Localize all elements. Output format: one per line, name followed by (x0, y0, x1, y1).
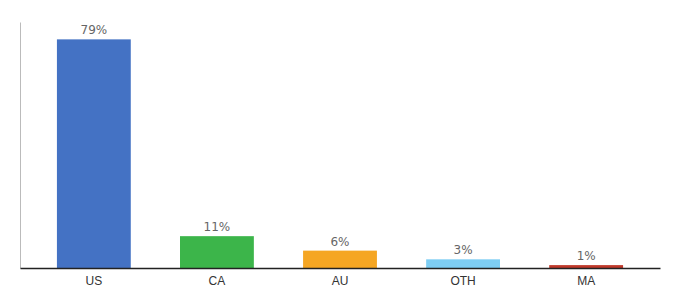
bar (57, 39, 131, 268)
x-tick-label: AU (332, 274, 349, 288)
x-tick: OTH (450, 274, 475, 288)
data-label: 1% (577, 249, 596, 263)
x-axis: US CA AU OTH MA (21, 269, 661, 288)
x-tick: CA (209, 274, 226, 288)
x-tick-label: CA (209, 274, 226, 288)
data-label: 6% (330, 235, 349, 249)
data-label: 3% (454, 243, 473, 257)
data-labels: 79% 11% 6% 3% 1% (81, 23, 596, 263)
x-tick-label: OTH (450, 274, 475, 288)
x-axis-line (21, 268, 661, 270)
bars (57, 39, 623, 268)
y-axis-line (20, 23, 21, 269)
data-label: 79% (81, 23, 108, 37)
x-tick: MA (577, 274, 595, 288)
data-label: 11% (204, 220, 231, 234)
y-axis (20, 23, 21, 269)
plot: US CA AU OTH MA 79% 11% 6% 3% 1% (21, 23, 661, 288)
bar (180, 236, 254, 268)
x-tick: US (86, 274, 103, 288)
chart-svg: US CA AU OTH MA 79% 11% 6% 3% 1% (0, 0, 680, 300)
x-tick-label: MA (577, 274, 595, 288)
bar (303, 251, 377, 268)
x-tick: AU (332, 274, 349, 288)
bar (426, 259, 500, 268)
x-tick-label: US (86, 274, 103, 288)
bar (549, 265, 623, 268)
